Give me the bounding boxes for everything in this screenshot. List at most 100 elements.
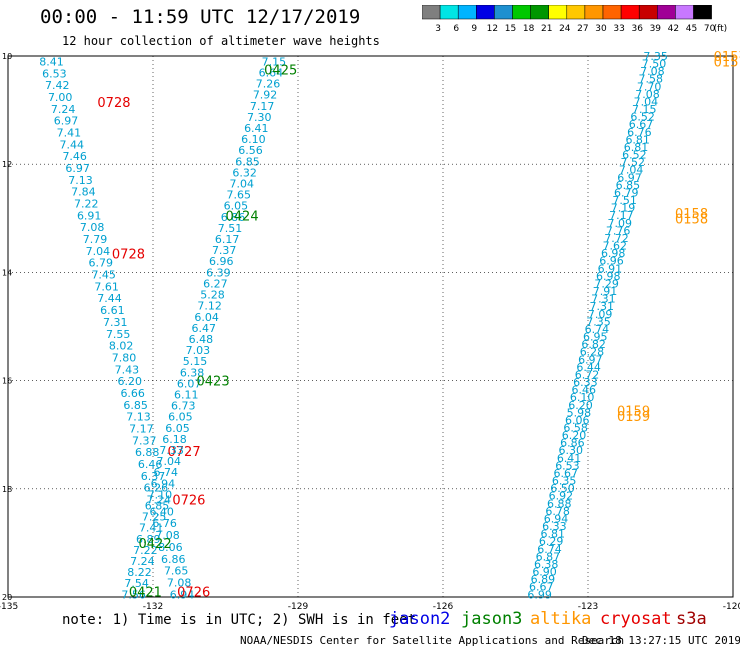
swh-value-jason3: 7.92 xyxy=(253,89,278,102)
pass-time-label-cryosat: 0726 xyxy=(172,494,205,509)
swh-value-altika: 6.88 xyxy=(547,497,572,510)
swh-value-altika: 6.82 xyxy=(581,338,606,351)
swh-value-altika: 6.67 xyxy=(554,467,579,480)
swh-value-altika: 6.67 xyxy=(529,581,554,594)
swh-value-altika: 6.74 xyxy=(537,543,562,556)
swh-value-altika: 7.50 xyxy=(642,58,667,71)
swh-value-altika: 6.90 xyxy=(532,566,557,579)
swh-value-altika: 7.76 xyxy=(606,224,631,237)
color-scale-label: 9 xyxy=(471,24,477,34)
swh-value-altika: 7.91 xyxy=(593,285,618,298)
lat-tick-label: 18 xyxy=(2,485,12,494)
swh-value-jason3: 7.12 xyxy=(197,300,222,313)
lon-tick-label: -120 xyxy=(723,602,740,612)
swh-value-jason3: 6.85 xyxy=(145,499,170,512)
lon-tick-label: -132 xyxy=(143,602,163,612)
swh-value-cryosat: 7.43 xyxy=(115,363,140,376)
swh-value-jason3: 7.54 xyxy=(124,577,149,590)
swh-value-cryosat: 7.84 xyxy=(71,186,96,199)
swh-value-altika: 7.09 xyxy=(607,217,632,230)
units-note: note: 1) Time is in UTC; 2) SWH is in fe… xyxy=(62,612,417,628)
color-scale-label: 3 xyxy=(435,24,441,34)
color-swatch xyxy=(693,5,712,20)
swh-value-cryosat: 7.79 xyxy=(83,233,108,246)
swh-value-altika: 6.96 xyxy=(599,255,624,268)
swh-value-altika: 6.99 xyxy=(527,588,552,601)
pass-time-label-cryosat: 0726 xyxy=(177,586,210,601)
swh-value-cryosat: 7.24 xyxy=(147,494,172,507)
swh-value-altika: 6.89 xyxy=(531,573,556,586)
swh-value-cryosat: 7.37 xyxy=(132,434,157,447)
swh-value-altika: 6.33 xyxy=(542,520,567,533)
swh-value-altika: 7.04 xyxy=(619,164,644,177)
swh-value-jason3: 7.65 xyxy=(227,189,252,202)
swh-value-jason3: 7.51 xyxy=(218,222,243,235)
footer-timestamp: Dec 18 13:27:15 UTC 2019 xyxy=(582,634,740,647)
swh-value-jason3: 6.18 xyxy=(162,433,187,446)
swh-value-jason3: 7.37 xyxy=(212,244,237,257)
swh-value-jason3: 6.05 xyxy=(224,200,249,213)
swh-value-cryosat: 6.66 xyxy=(120,387,145,400)
swh-value-altika: 6.81 xyxy=(624,141,649,154)
pass-time-label-jason3: 0424 xyxy=(226,210,259,225)
lat-tick-label: 16 xyxy=(2,377,12,386)
swh-value-cryosat: 6.85 xyxy=(123,399,148,412)
swh-value-jason3: 5.28 xyxy=(200,289,225,302)
pass-time-label-altika: 0159 xyxy=(617,410,650,425)
swh-value-altika: 6.74 xyxy=(585,323,610,336)
swh-value-cryosat: 7.41 xyxy=(57,126,82,139)
color-scale-label: 30 xyxy=(595,24,607,34)
swh-value-altika: 6.81 xyxy=(625,133,650,146)
swh-value-altika: 6.20 xyxy=(568,399,593,412)
swh-value-altika: 6.10 xyxy=(570,391,595,404)
swh-value-altika: 7.31 xyxy=(591,293,616,306)
color-scale-label: 45 xyxy=(686,24,697,34)
swh-value-cryosat: 7.44 xyxy=(97,292,122,305)
pass-time-label-jason3: 0425 xyxy=(264,64,297,79)
pass-time-label-altika: 0158 xyxy=(675,212,708,227)
swh-value-jason3: 7.24 xyxy=(130,555,155,568)
swh-value-jason3: 6.32 xyxy=(232,166,257,179)
swh-value-jason3: 7.17 xyxy=(250,100,275,113)
swh-value-cryosat: 7.22 xyxy=(74,198,99,211)
pass-time-label-cryosat: 0728 xyxy=(112,247,145,262)
swh-value-altika: 6.28 xyxy=(580,346,605,359)
swh-value-altika: 7.08 xyxy=(640,65,665,78)
swh-value-altika: 7.51 xyxy=(612,194,637,207)
swh-value-cryosat: 7.45 xyxy=(91,269,116,282)
swh-value-altika: 6.98 xyxy=(596,270,621,283)
swh-value-altika: 6.20 xyxy=(562,429,587,442)
swh-value-jason3: 6.96 xyxy=(209,255,234,268)
swh-value-altika: 6.06 xyxy=(565,414,590,427)
swh-value-cryosat: 7.80 xyxy=(112,351,137,364)
color-scale-label: 6 xyxy=(453,24,459,34)
swh-value-cryosat: 7.13 xyxy=(126,411,151,424)
swh-value-altika: 6.72 xyxy=(575,368,600,381)
legend-cryosat: cryosat xyxy=(600,609,672,629)
color-scale-label: 18 xyxy=(523,24,535,34)
swh-value-jason3: 7.25 xyxy=(142,511,167,524)
swh-value-jason3: 6.56 xyxy=(238,144,263,157)
swh-value-cryosat: 7.65 xyxy=(164,565,189,578)
swh-value-cryosat: 7.00 xyxy=(48,91,73,104)
swh-value-cryosat: 7.08 xyxy=(167,576,192,589)
color-scale-label: 33 xyxy=(613,24,624,34)
swh-value-altika: 7.19 xyxy=(611,202,636,215)
swh-value-altika: 7.62 xyxy=(603,240,628,253)
swh-value-altika: 7.35 xyxy=(643,50,668,63)
swh-value-altika: 6.53 xyxy=(555,459,580,472)
swh-value-jason3: 6.47 xyxy=(192,322,217,335)
swh-value-cryosat: 6.46 xyxy=(138,458,163,471)
footer-credit: NOAA/NESDIS Center for Satellite Applica… xyxy=(240,634,625,647)
swh-value-altika: 6.81 xyxy=(540,528,565,541)
swh-value-altika: 6.30 xyxy=(558,444,583,457)
swh-value-jason3: 6.05 xyxy=(168,411,193,424)
pass-time-label-altika: 0157 xyxy=(714,50,740,65)
color-scale-label: 70 xyxy=(704,24,716,34)
swh-value-altika: 7.29 xyxy=(594,277,619,290)
swh-value-cryosat: 8.06 xyxy=(158,541,183,554)
swh-value-altika: 6.41 xyxy=(557,452,582,465)
swh-value-cryosat: 6.94 xyxy=(170,588,195,601)
color-scale-label: 39 xyxy=(650,24,662,34)
swh-value-altika: 7.58 xyxy=(639,73,664,86)
